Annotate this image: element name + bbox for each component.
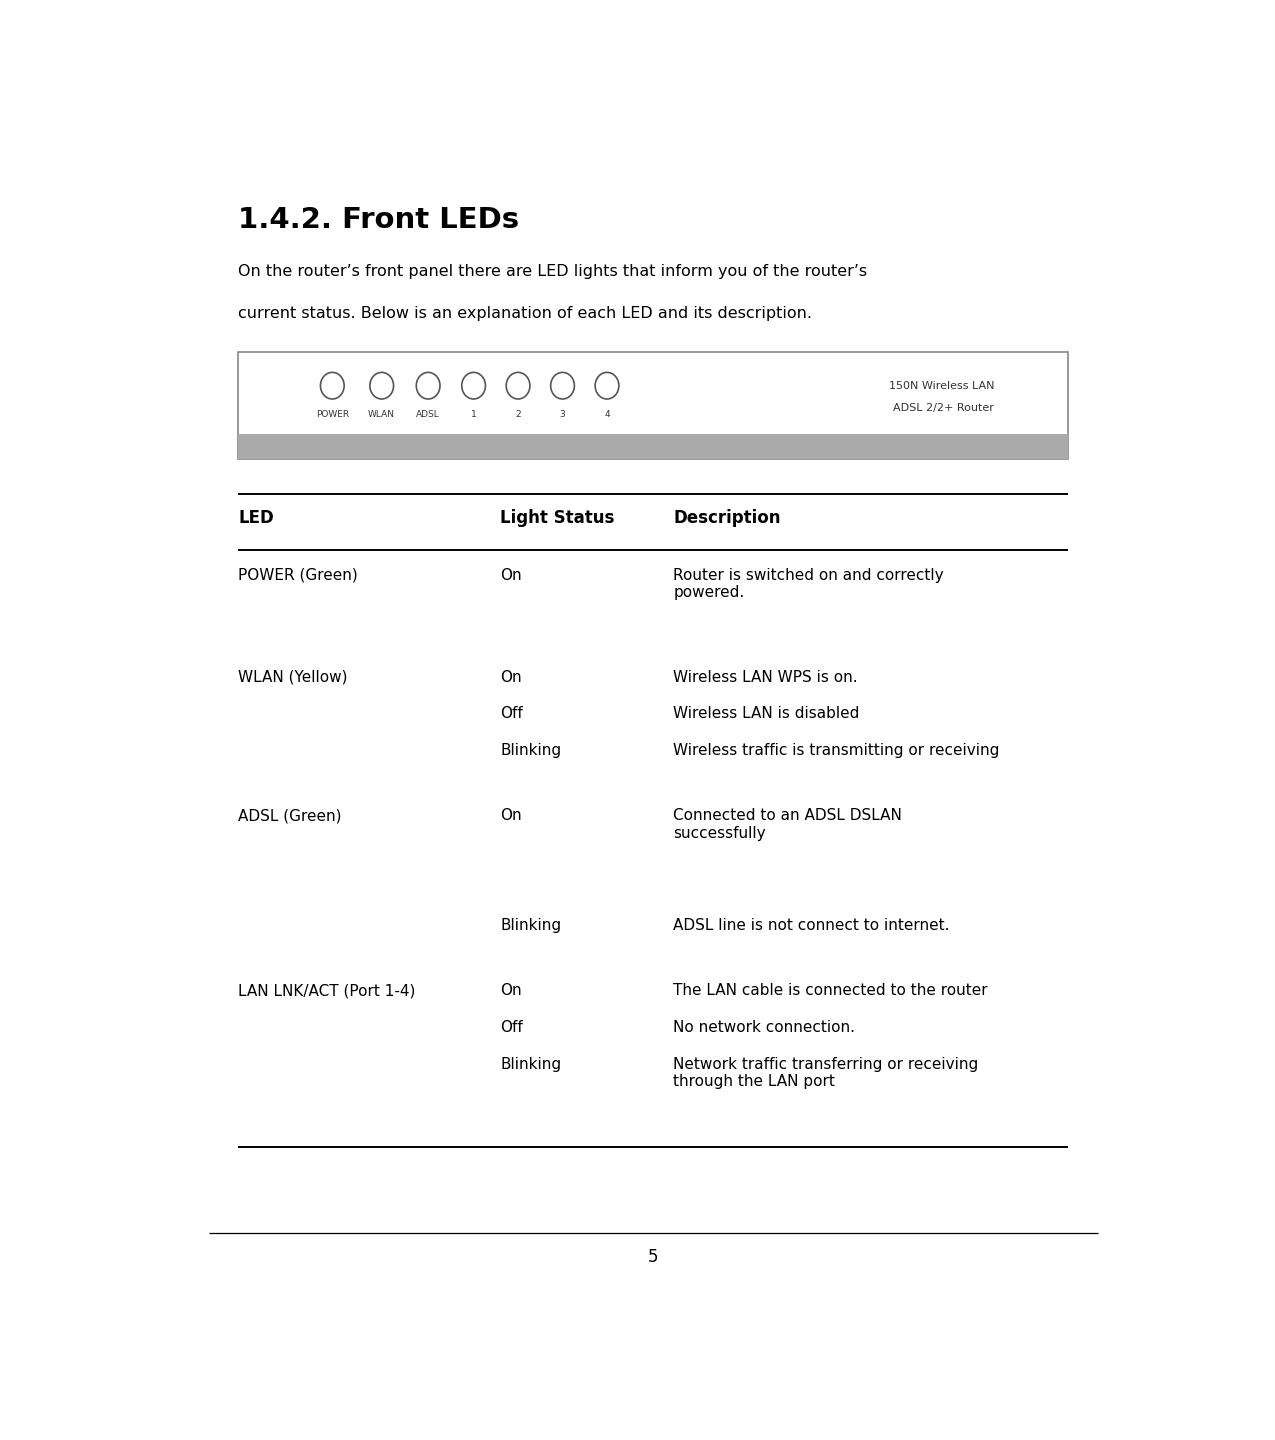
Text: WLAN: WLAN (368, 410, 395, 419)
Text: Wireless LAN WPS is on.: Wireless LAN WPS is on. (673, 670, 858, 684)
Text: On: On (500, 670, 521, 684)
Text: Description: Description (673, 508, 780, 527)
Bar (238, 353, 1068, 459)
Text: POWER (Green): POWER (Green) (238, 567, 358, 583)
Text: Network traffic transferring or receiving
through the LAN port: Network traffic transferring or receivin… (673, 1057, 978, 1089)
Text: ADSL 2/2+ Router: ADSL 2/2+ Router (894, 403, 995, 413)
Text: 4: 4 (604, 410, 609, 419)
Text: 5: 5 (648, 1248, 659, 1266)
Text: current status. Below is an explanation of each LED and its description.: current status. Below is an explanation … (238, 305, 812, 321)
Text: The LAN cable is connected to the router: The LAN cable is connected to the router (673, 984, 988, 998)
Text: 150N Wireless LAN: 150N Wireless LAN (889, 382, 994, 392)
Text: LAN LNK/ACT (Port 1-4): LAN LNK/ACT (Port 1-4) (238, 984, 416, 998)
Text: Blinking: Blinking (500, 917, 561, 933)
Text: 2: 2 (515, 410, 521, 419)
Text: Router is switched on and correctly
powered.: Router is switched on and correctly powe… (673, 567, 944, 600)
Text: On: On (500, 984, 521, 998)
Text: On: On (500, 567, 521, 583)
Text: LED: LED (238, 508, 274, 527)
Text: Light Status: Light Status (500, 508, 615, 527)
Text: Off: Off (500, 1020, 523, 1035)
Text: Connected to an ADSL DSLAN
successfully: Connected to an ADSL DSLAN successfully (673, 808, 903, 841)
Text: Wireless LAN is disabled: Wireless LAN is disabled (673, 706, 859, 721)
Bar (238, 435, 1068, 459)
Text: Blinking: Blinking (500, 743, 561, 757)
Text: Off: Off (500, 706, 523, 721)
Text: ADSL: ADSL (416, 410, 440, 419)
Text: POWER: POWER (316, 410, 349, 419)
Text: ADSL line is not connect to internet.: ADSL line is not connect to internet. (673, 917, 950, 933)
Text: WLAN (Yellow): WLAN (Yellow) (238, 670, 348, 684)
Text: 1.4.2. Front LEDs: 1.4.2. Front LEDs (238, 206, 519, 235)
Text: Wireless traffic is transmitting or receiving: Wireless traffic is transmitting or rece… (673, 743, 1000, 757)
Text: 3: 3 (560, 410, 565, 419)
Text: 1: 1 (470, 410, 477, 419)
Text: On the router’s front panel there are LED lights that inform you of the router’s: On the router’s front panel there are LE… (238, 264, 867, 279)
Text: No network connection.: No network connection. (673, 1020, 856, 1035)
Text: On: On (500, 808, 521, 824)
Text: ADSL (Green): ADSL (Green) (238, 808, 342, 824)
Text: Blinking: Blinking (500, 1057, 561, 1071)
